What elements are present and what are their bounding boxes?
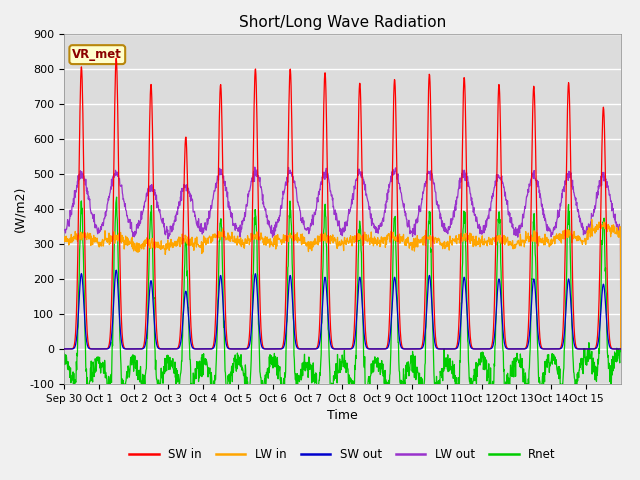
Legend: SW in, LW in, SW out, LW out, Rnet: SW in, LW in, SW out, LW out, Rnet xyxy=(124,443,561,466)
Text: VR_met: VR_met xyxy=(72,48,122,61)
Title: Short/Long Wave Radiation: Short/Long Wave Radiation xyxy=(239,15,446,30)
X-axis label: Time: Time xyxy=(327,409,358,422)
Y-axis label: (W/m2): (W/m2) xyxy=(13,186,26,232)
